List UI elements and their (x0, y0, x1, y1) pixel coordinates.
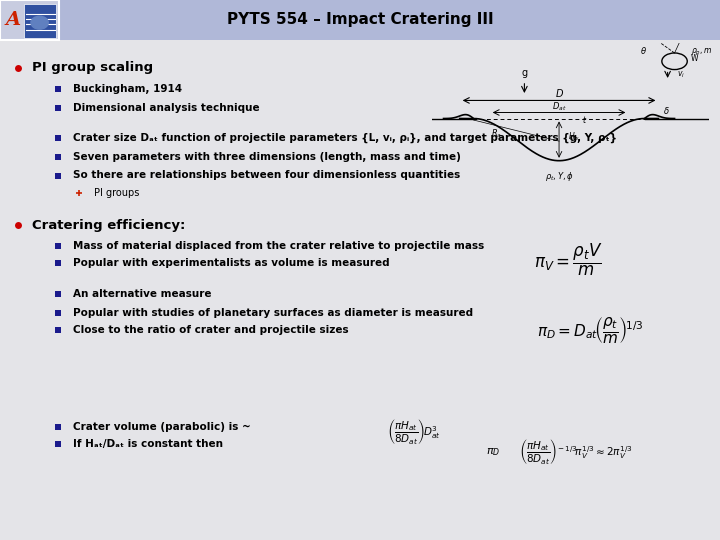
Text: $\theta$: $\theta$ (640, 45, 647, 56)
Text: $\rho_t, Y, \phi$: $\rho_t, Y, \phi$ (544, 170, 573, 183)
Text: $D_{at}$: $D_{at}$ (552, 100, 567, 113)
Text: Crater volume (parabolic) is ~: Crater volume (parabolic) is ~ (73, 422, 251, 431)
Text: $\left(\dfrac{\pi H_{at}}{8D_{at}}\right)^{\!-1/3}\!\pi_V^{1/3} \approx 2\pi_V^{: $\left(\dfrac{\pi H_{at}}{8D_{at}}\right… (519, 437, 633, 467)
Text: Dimensional analysis technique: Dimensional analysis technique (73, 103, 260, 113)
Text: Crater size Dₐₜ function of projectile parameters {L, vᵢ, ρᵢ}, and target parame: Crater size Dₐₜ function of projectile p… (73, 132, 618, 143)
Text: $H_w$: $H_w$ (568, 131, 580, 143)
Text: Popular with experimentalists as volume is measured: Popular with experimentalists as volume … (73, 258, 390, 268)
Text: $\delta$: $\delta$ (663, 105, 670, 116)
Text: $\pi_D$: $\pi_D$ (486, 446, 500, 458)
Text: PI group scaling: PI group scaling (32, 61, 153, 74)
Text: t: t (582, 116, 585, 125)
Text: PI groups: PI groups (94, 188, 139, 198)
Text: Popular with studies of planetary surfaces as diameter is measured: Popular with studies of planetary surfac… (73, 308, 474, 318)
FancyBboxPatch shape (24, 4, 56, 38)
Text: W: W (690, 55, 698, 63)
Text: A: A (5, 11, 21, 29)
Circle shape (31, 16, 48, 29)
Text: $R_a$: $R_a$ (491, 127, 502, 140)
Text: Mass of material displaced from the crater relative to projectile mass: Mass of material displaced from the crat… (73, 241, 485, 251)
Text: Buckingham, 1914: Buckingham, 1914 (73, 84, 183, 94)
FancyBboxPatch shape (0, 0, 720, 40)
FancyBboxPatch shape (0, 40, 720, 540)
Text: $\rho_p, m$: $\rho_p, m$ (690, 47, 712, 58)
Text: Seven parameters with three dimensions (length, mass and time): Seven parameters with three dimensions (… (73, 152, 462, 161)
Text: g: g (521, 69, 528, 78)
Text: Cratering efficiency:: Cratering efficiency: (32, 219, 186, 232)
FancyBboxPatch shape (0, 0, 59, 40)
Text: An alternative measure: An alternative measure (73, 289, 212, 299)
Text: $v_i$: $v_i$ (677, 69, 685, 80)
Text: So there are relationships between four dimensionless quantities: So there are relationships between four … (73, 171, 461, 180)
Text: $\pi_V = \dfrac{\rho_t V}{m}$: $\pi_V = \dfrac{\rho_t V}{m}$ (534, 242, 603, 279)
Text: Close to the ratio of crater and projectile sizes: Close to the ratio of crater and project… (73, 326, 349, 335)
Text: If Hₐₜ/Dₐₜ is constant then: If Hₐₜ/Dₐₜ is constant then (73, 439, 223, 449)
Text: D: D (555, 89, 563, 99)
Text: PYTS 554 – Impact Cratering III: PYTS 554 – Impact Cratering III (227, 12, 493, 28)
Text: $\pi_D = D_{at}\!\left(\dfrac{\rho_t}{m}\right)^{\!1/3}$: $\pi_D = D_{at}\!\left(\dfrac{\rho_t}{m}… (537, 315, 644, 346)
Text: $\left(\dfrac{\pi H_{at}}{8D_{at}}\right)\!D_{at}^3$: $\left(\dfrac{\pi H_{at}}{8D_{at}}\right… (387, 417, 441, 447)
